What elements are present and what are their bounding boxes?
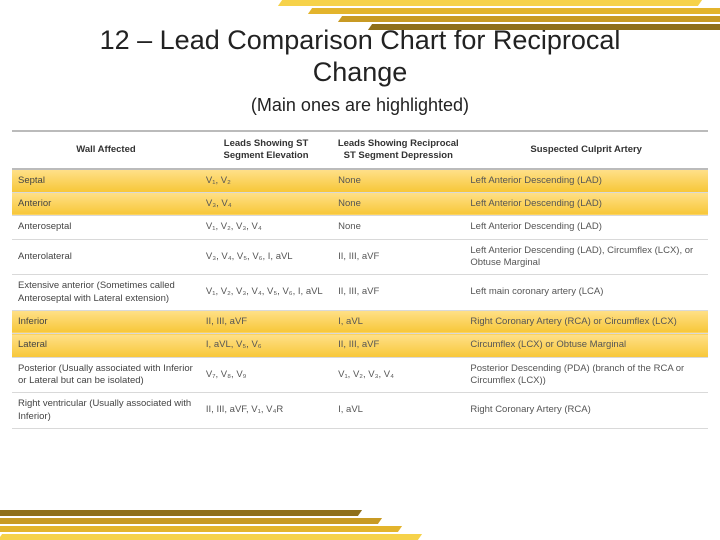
col-header-wall: Wall Affected [12, 131, 200, 169]
table-cell: Anterolateral [12, 239, 200, 275]
table-cell: II, III, aVF [332, 275, 464, 311]
col-header-elevation: Leads Showing ST Segment Elevation [200, 131, 332, 169]
table-cell: Posterior Descending (PDA) (branch of th… [464, 357, 708, 393]
table-cell: Inferior [12, 310, 200, 333]
table-cell: Posterior (Usually associated with Infer… [12, 357, 200, 393]
table-cell: Lateral [12, 334, 200, 357]
table-row: AnteroseptalV₁, V₂, V₃, V₄NoneLeft Anter… [12, 216, 708, 239]
table-cell: II, III, aVF [200, 310, 332, 333]
table-cell: V₇, V₈, V₉ [200, 357, 332, 393]
table-row: LateralI, aVL, V₅, V₆II, III, aVFCircumf… [12, 334, 708, 357]
table-cell: Left Anterior Descending (LAD) [464, 169, 708, 193]
table-cell: Right Coronary Artery (RCA) or Circumfle… [464, 310, 708, 333]
comparison-table: Wall Affected Leads Showing ST Segment E… [12, 130, 708, 429]
col-header-artery: Suspected Culprit Artery [464, 131, 708, 169]
table-cell: Left Anterior Descending (LAD), Circumfl… [464, 239, 708, 275]
table-cell: II, III, aVF [332, 239, 464, 275]
table-cell: Anteroseptal [12, 216, 200, 239]
table-cell: II, III, aVF, V₁, V₄R [200, 393, 332, 429]
table-cell: II, III, aVF [332, 334, 464, 357]
table-cell: Left Anterior Descending (LAD) [464, 216, 708, 239]
table-cell: Circumflex (LCX) or Obtuse Marginal [464, 334, 708, 357]
table-cell: Right Coronary Artery (RCA) [464, 393, 708, 429]
table-cell: I, aVL [332, 310, 464, 333]
table-cell: V₃, V₄ [200, 192, 332, 215]
table-cell: I, aVL [332, 393, 464, 429]
page-title: 12 – Lead Comparison Chart for Reciproca… [60, 24, 660, 89]
table-cell: Septal [12, 169, 200, 193]
table-cell: V₁, V₂, V₃, V₄ [200, 216, 332, 239]
table-row: AnterolateralV₃, V₄, V₅, V₆, I, aVLII, I… [12, 239, 708, 275]
table-row: Extensive anterior (Sometimes called Ant… [12, 275, 708, 311]
table-header-row: Wall Affected Leads Showing ST Segment E… [12, 131, 708, 169]
table-row: Right ventricular (Usually associated wi… [12, 393, 708, 429]
comparison-table-wrap: Wall Affected Leads Showing ST Segment E… [12, 130, 708, 429]
table-cell: I, aVL, V₅, V₆ [200, 334, 332, 357]
table-cell: Extensive anterior (Sometimes called Ant… [12, 275, 200, 311]
table-cell: Left Anterior Descending (LAD) [464, 192, 708, 215]
table-cell: Anterior [12, 192, 200, 215]
page-subtitle: (Main ones are highlighted) [0, 95, 720, 116]
table-cell: V₁, V₂ [200, 169, 332, 193]
table-cell: None [332, 169, 464, 193]
table-row: SeptalV₁, V₂NoneLeft Anterior Descending… [12, 169, 708, 193]
table-cell: V₁, V₂, V₃, V₄ [332, 357, 464, 393]
table-cell: Right ventricular (Usually associated wi… [12, 393, 200, 429]
table-cell: V₃, V₄, V₅, V₆, I, aVL [200, 239, 332, 275]
decorative-bottom [0, 502, 720, 540]
table-cell: V₁, V₂, V₃, V₄, V₅, V₆, I, aVL [200, 275, 332, 311]
table-row: AnteriorV₃, V₄NoneLeft Anterior Descendi… [12, 192, 708, 215]
table-row: Posterior (Usually associated with Infer… [12, 357, 708, 393]
table-cell: None [332, 216, 464, 239]
table-cell: Left main coronary artery (LCA) [464, 275, 708, 311]
table-cell: None [332, 192, 464, 215]
col-header-reciprocal: Leads Showing Reciprocal ST Segment Depr… [332, 131, 464, 169]
table-row: InferiorII, III, aVFI, aVLRight Coronary… [12, 310, 708, 333]
